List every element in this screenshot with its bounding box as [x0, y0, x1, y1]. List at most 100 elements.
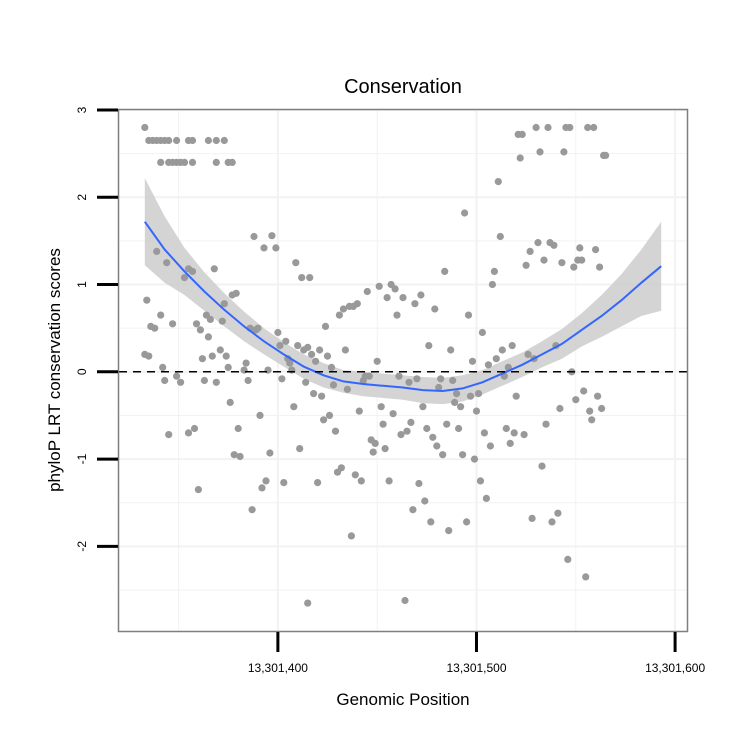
data-point [278, 375, 286, 383]
data-point [498, 346, 506, 354]
data-point [596, 263, 604, 271]
data-point [337, 464, 345, 472]
data-point [397, 431, 405, 439]
data-point [204, 136, 212, 145]
data-point [407, 418, 415, 426]
data-point [180, 158, 189, 166]
data-point [196, 326, 204, 334]
data-point [218, 317, 226, 325]
data-point [584, 123, 592, 132]
data-point [520, 431, 528, 439]
data-point [538, 462, 546, 470]
data-point [290, 403, 298, 411]
data-point [437, 375, 445, 383]
data-point [240, 366, 248, 374]
data-point [554, 509, 562, 517]
data-point [282, 337, 290, 345]
data-point [357, 477, 365, 485]
data-point [250, 232, 258, 241]
data-point [401, 596, 409, 605]
grid-lines [119, 109, 687, 631]
data-point [308, 350, 316, 358]
data-point [522, 261, 530, 269]
data-point [274, 328, 282, 337]
data-point [532, 123, 540, 132]
data-point [451, 398, 459, 406]
data-point [212, 136, 220, 145]
data-point [393, 311, 401, 319]
data-point [405, 378, 413, 386]
x-tick-label: 13,301,600 [645, 661, 705, 675]
x-tick-label: 13,301,400 [248, 661, 308, 675]
data-point [425, 342, 433, 350]
data-point [570, 263, 578, 271]
data-point [558, 259, 566, 267]
data-point [339, 305, 347, 313]
data-point [294, 342, 302, 350]
data-point [544, 123, 552, 132]
data-point [312, 357, 320, 365]
data-point [528, 514, 536, 523]
data-point [244, 376, 252, 385]
data-point [588, 416, 596, 424]
data-point [556, 404, 564, 413]
y-tick-label: -1 [75, 453, 89, 464]
data-point [157, 311, 165, 319]
data-point [226, 398, 234, 406]
data-point [435, 383, 443, 392]
data-point [470, 455, 479, 463]
data-point [264, 366, 272, 374]
data-point [379, 420, 387, 428]
data-point [210, 265, 218, 273]
data-point [486, 442, 494, 450]
data-point [298, 274, 306, 282]
data-point [323, 352, 332, 360]
data-point [204, 333, 212, 341]
data-point [468, 357, 477, 365]
data-point [254, 324, 262, 332]
data-point [248, 506, 256, 514]
data-point [463, 518, 471, 526]
data-point [478, 328, 486, 337]
data-point [272, 244, 280, 252]
data-point [371, 439, 379, 447]
data-point [403, 427, 411, 435]
data-point [524, 350, 532, 358]
data-point [429, 433, 437, 441]
data-point [488, 280, 496, 289]
data-point [141, 123, 149, 132]
data-point [188, 267, 197, 275]
y-axis: -2 -1 0 1 2 3 [75, 106, 118, 552]
data-point [466, 392, 475, 400]
data-point [165, 431, 173, 439]
data-point [159, 363, 167, 371]
data-point [399, 294, 407, 302]
data-point [508, 342, 516, 350]
data-point [586, 407, 594, 415]
data-point [377, 403, 385, 411]
data-point [208, 352, 216, 360]
data-point [310, 390, 318, 398]
data-point [268, 232, 276, 240]
y-tick-label: 1 [75, 281, 89, 288]
data-point [165, 136, 173, 145]
data-point [288, 366, 296, 374]
data-point [173, 372, 181, 380]
data-point [314, 479, 322, 487]
data-point [461, 209, 469, 217]
data-point [355, 407, 363, 415]
x-axis-label: Genomic Position [336, 690, 469, 709]
data-point [419, 403, 427, 411]
data-point [188, 136, 197, 145]
data-point [143, 296, 151, 304]
data-point [220, 136, 228, 145]
data-point [198, 355, 206, 363]
x-axis: 13,301,400 13,301,500 13,301,600 [248, 632, 705, 675]
data-point [220, 300, 228, 308]
data-point [169, 320, 177, 328]
data-point [258, 484, 266, 492]
x-tick-label: 13,301,500 [446, 661, 506, 675]
data-point [494, 178, 502, 186]
data-point [409, 506, 417, 514]
data-point [502, 424, 510, 433]
